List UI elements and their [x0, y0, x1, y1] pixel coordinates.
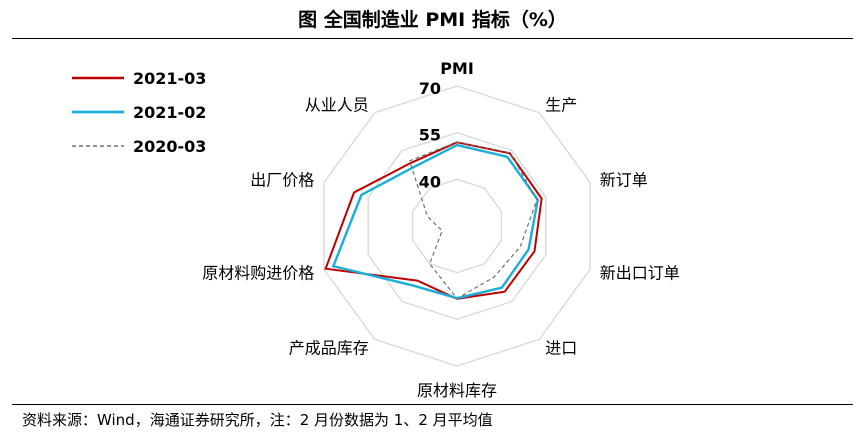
grid-ring-1	[367, 131, 547, 321]
axis-label: 从业人员	[305, 96, 369, 115]
grid-ring-2	[323, 85, 591, 367]
axis-label: 原材料库存	[417, 381, 497, 400]
radar-grid	[323, 85, 591, 367]
bottom-rule	[12, 404, 853, 405]
axis-label: 原材料购进价格	[202, 263, 314, 282]
top-rule	[12, 38, 853, 39]
axis-label: 产成品库存	[289, 338, 369, 357]
axis-label: 进口	[545, 338, 577, 357]
legend-label: 2021-02	[133, 103, 206, 122]
tick-labels: 40 55 70	[419, 79, 441, 191]
axis-label: 新订单	[600, 171, 648, 190]
grid-ring-0	[411, 178, 503, 274]
series-line-2	[408, 141, 538, 300]
axis-label: 生产	[545, 96, 577, 115]
legend-label: 2021-03	[133, 69, 206, 88]
axis-label: 新出口订单	[600, 263, 680, 282]
radar-series	[324, 141, 543, 300]
tick-label: 70	[419, 79, 441, 98]
series-line-1	[331, 143, 540, 300]
axis-label: 出厂价格	[250, 171, 314, 190]
axis-label: PMI	[440, 59, 474, 78]
tick-label: 55	[419, 126, 441, 145]
chart-title: 图 全国制造业 PMI 指标（%）	[298, 9, 567, 31]
tick-label: 40	[419, 172, 441, 191]
legend: 2021-03 2021-02 2020-03	[72, 69, 206, 156]
legend-label: 2020-03	[133, 137, 206, 156]
source-note: 资料来源：Wind，海通证券研究所，注：2 月份数据为 1、2 月平均值	[22, 411, 493, 429]
